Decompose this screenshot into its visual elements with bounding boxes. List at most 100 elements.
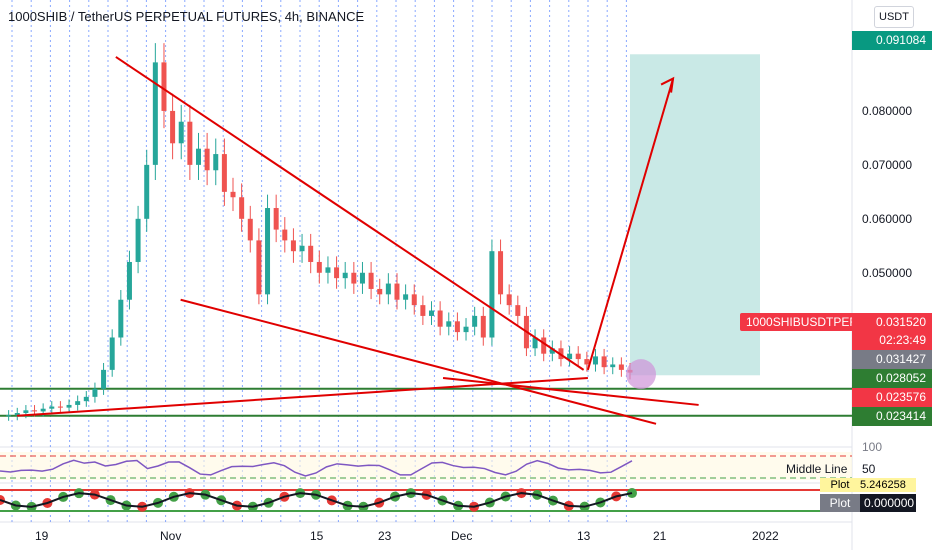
candle-body (204, 148, 210, 171)
candle-body (49, 406, 55, 409)
candle-body (14, 413, 20, 416)
y-tick-label: 0.050000 (862, 265, 913, 280)
rsi-axis-label: 100 (862, 440, 883, 454)
candle-body (308, 245, 314, 262)
candle-body (463, 326, 469, 333)
candle-body (57, 406, 63, 408)
candle-body (23, 410, 29, 414)
plot-label-1: Plot (820, 478, 860, 492)
candle-body (506, 294, 512, 306)
candle-body (273, 208, 279, 230)
breakout-marker (626, 359, 656, 390)
x-tick-label: 13 (577, 529, 591, 543)
y-tick-label: 0.080000 (862, 103, 913, 118)
upper-wedge-line (115, 56, 585, 371)
price-label-pill: 0.028052 (852, 369, 932, 388)
price-label-pill: 0.031520 (852, 313, 932, 332)
price-label-pill: 0.091084 (852, 31, 932, 50)
price-label-pill: 02:23:49 (852, 331, 932, 350)
candle-body (83, 396, 89, 402)
candle-body (213, 154, 219, 171)
candle-body (541, 337, 547, 354)
middle-line-value: 50 (862, 462, 876, 476)
candle-body (325, 267, 331, 273)
candle-body (152, 62, 158, 165)
y-tick-label: 0.070000 (862, 157, 913, 172)
lower-wedge-line (180, 298, 657, 425)
candle-body (221, 154, 227, 192)
x-tick-label: 2022 (752, 529, 779, 543)
candle-body (6, 415, 12, 417)
chart-title: 1000SHIB / TetherUS PERPETUAL FUTURES, 4… (8, 9, 365, 24)
candle-body (437, 310, 443, 327)
plot-label-2: Plot (820, 494, 860, 512)
candle-body (480, 315, 486, 338)
candle-body (498, 251, 504, 295)
candle-body (161, 62, 167, 111)
candle-body (282, 229, 288, 241)
candle-body (368, 272, 374, 289)
candle-body (32, 410, 38, 412)
symbol-tag: 1000SHIBUSDTPERP (740, 313, 873, 331)
candle-body (472, 315, 478, 327)
candle-body (118, 299, 124, 338)
candle-body (178, 121, 184, 144)
x-tick-label: 15 (310, 529, 324, 543)
candle-body (66, 404, 72, 408)
candle-body (489, 251, 495, 338)
candle-body (584, 359, 590, 365)
plot-value-2: 0.000000 (860, 494, 916, 512)
price-label-pill: 0.031427 (852, 350, 932, 369)
candle-body (394, 283, 400, 300)
candle-body (256, 240, 262, 295)
candle-body (592, 356, 598, 365)
candle-body (334, 267, 340, 279)
target-zone (630, 54, 760, 376)
candle-body (92, 388, 98, 397)
price-label-pill: 0.023414 (852, 407, 932, 426)
candle-body (549, 348, 555, 354)
x-tick-label: 19 (35, 529, 49, 543)
candle-body (230, 191, 236, 198)
candle-body (618, 364, 624, 370)
rsi-line (0, 459, 633, 477)
candle-body (429, 310, 435, 316)
osc-line (0, 492, 633, 508)
x-tick-label: 23 (378, 529, 392, 543)
candle-body (265, 208, 271, 295)
plot-value-1: 5.246258 (860, 478, 916, 492)
candle-body (290, 240, 296, 252)
candle-body (610, 364, 616, 368)
candle-body (420, 305, 426, 316)
base-support-line (16, 376, 588, 417)
candle-body (351, 272, 357, 284)
price-label-pill: 0.023576 (852, 388, 932, 407)
candle-body (299, 245, 305, 252)
candle-body (195, 148, 201, 165)
candle-body (403, 294, 409, 300)
candle-body (126, 261, 132, 300)
x-tick-label: Nov (160, 529, 182, 543)
y-tick-label: 0.060000 (862, 211, 913, 226)
price-axis-panel (852, 0, 932, 550)
middle-line-label: Middle Line (786, 462, 848, 476)
candle-body (601, 356, 607, 368)
candle-body (532, 337, 538, 349)
candle-body (316, 261, 322, 273)
x-tick-label: 21 (653, 529, 667, 543)
candle-body (454, 321, 460, 333)
currency-unit-button[interactable]: USDT (874, 6, 914, 28)
breakout-arrow (586, 78, 675, 371)
x-tick-label: Dec (451, 529, 473, 543)
candle-body (101, 369, 107, 389)
short-crossing-line (442, 376, 699, 406)
candle-body (239, 197, 245, 219)
candle-body (342, 272, 348, 279)
candle-body (446, 321, 452, 327)
candle-body (40, 408, 46, 412)
candle-body (135, 218, 141, 262)
candle-body (247, 218, 253, 241)
candle-body (515, 305, 521, 316)
